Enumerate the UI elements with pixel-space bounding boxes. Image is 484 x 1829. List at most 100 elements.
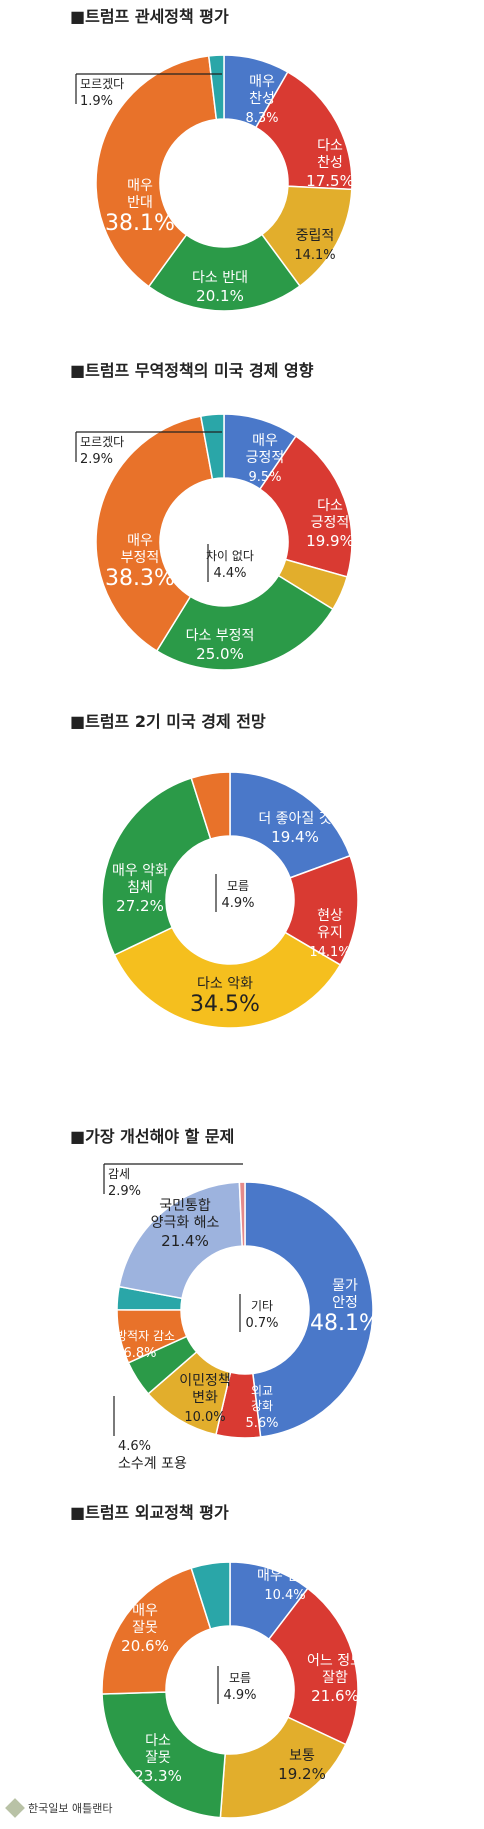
data-label: 2.9% [80,452,113,467]
slice-label: 모름 4.9% [215,874,255,912]
donut-slice [155,574,334,671]
slice-label: 기타 0.7% [239,1294,279,1332]
data-label: 21.4% [161,1232,209,1250]
donut-chart-1: ■트럼프 관세정책 평가매우찬성8.3%다소찬성17.5%중립적14.1%다소 … [70,7,354,312]
category-label: 매우 [249,74,275,90]
category-label: 긍정적 [246,450,285,466]
category-label: 외교 [251,1384,273,1398]
category-label: 매우 [127,178,153,194]
donut-slice [147,233,301,312]
chart-title: ■트럼프 외교정책 평가 [70,1503,229,1522]
donut-slice [267,1587,359,1746]
data-label: 17.5% [306,172,354,190]
donut-slice [190,771,231,840]
slice-label: 모름 4.9% [217,1666,257,1704]
category-label: 침체 [127,880,153,896]
data-label: 19.2% [278,1765,326,1783]
category-label: 매우 잘함 [257,1568,313,1584]
data-label: 4.4% [213,566,246,581]
data-label: 9.5% [248,470,281,485]
data-label: 14.1% [309,945,350,960]
donut-slice [219,1716,347,1819]
data-label: 34.5% [190,992,260,1017]
category-label: 부정적 [121,550,160,566]
donut-slice [95,415,214,652]
footer-brand-text: 한국일보 애틀랜타 [28,1802,113,1815]
category-label: 중립적 [296,228,335,244]
data-label: 19.4% [271,828,319,846]
category-label: 현상 [317,908,343,924]
data-label: 20.1% [196,287,244,305]
category-label: 다소 반대 [192,270,248,286]
data-label: 27.2% [116,897,164,915]
brand-logo-icon [5,1798,25,1818]
slice-label: 더 좋아질 것19.4% [258,811,331,846]
donut-slice [101,777,212,956]
data-label: 25.0% [196,645,244,663]
category-label: 강화 [251,1399,273,1413]
category-label: 찬성 [317,155,343,171]
donut-slice [199,413,225,480]
category-label: 보통 [289,1748,315,1764]
data-label: 20.6% [121,1637,169,1655]
data-label: 48.1% [310,1311,380,1336]
data-label: 21.6% [311,1687,359,1705]
data-label: 4.6% [118,1439,151,1454]
category-label: 매우 [127,533,153,549]
footer-brand: 한국일보 애틀랜타 [5,1798,113,1818]
data-label: 10.0% [184,1410,225,1425]
data-label: 6.8% [123,1346,156,1361]
data-label: 0.7% [245,1316,278,1331]
data-label: 4.9% [223,1688,256,1703]
category-label: 다소 [317,498,343,514]
slice-label: 차이 없다 4.4% [206,544,254,582]
donut-slice [229,771,352,879]
category-label: 국민통합 [159,1198,211,1214]
donut-slice [101,1691,226,1819]
category-label: 물가 [332,1278,358,1294]
slice-label: 모르겠다 2.9% [75,431,222,467]
data-label: 4.9% [221,896,254,911]
donut-slice [95,55,218,288]
category-label: 모르겠다 [80,77,124,91]
slice-label: 4.6% 소수계 포용 [113,1396,187,1472]
category-label: 찬성 [249,91,275,107]
data-label: 19.9% [306,532,354,550]
chart-title: ■가장 개선해야 할 문제 [70,1127,234,1146]
category-label: 반대 [127,195,153,211]
category-label: 변화 [192,1390,218,1406]
category-label: 어느 정도 [307,1653,363,1669]
donut-slice [113,926,342,1029]
category-label: 감세 [108,1167,130,1181]
category-label: 다소 악화 [197,976,253,992]
donut-slice [207,54,225,121]
data-label: 23.3% [134,1767,182,1785]
donut-slice [118,1181,243,1300]
category-label: 소수계 포용 [118,1456,187,1472]
chart-title: ■트럼프 2기 미국 경제 전망 [70,712,266,731]
category-label: 긍정적 [311,515,350,531]
data-label: 8.3% [245,111,278,126]
category-label: 모르겠다 [80,435,124,449]
category-label: 기타 [251,1299,273,1313]
slice-label: 연방적자 감소 6.8% [105,1329,175,1361]
data-label: 5.6% [245,1416,278,1431]
